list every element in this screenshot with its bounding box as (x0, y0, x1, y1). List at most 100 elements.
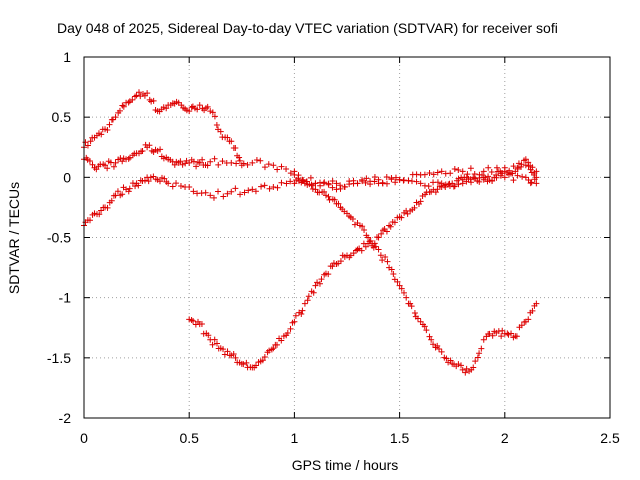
satellite-c-point (177, 183, 184, 190)
satellite-d-point (353, 247, 360, 254)
satellite-e-point (518, 322, 525, 329)
satellite-c-point (228, 188, 235, 195)
satellite-d-point (533, 174, 540, 181)
satellite-d-point (190, 318, 197, 325)
satellite-d-point (442, 183, 449, 190)
satellite-d-point (221, 351, 228, 358)
satellite-d-point (298, 310, 305, 317)
satellite-b-point (333, 186, 340, 193)
satellite-d-point (434, 186, 441, 193)
satellite-b-point (257, 157, 264, 164)
satellite-d-point (485, 173, 492, 180)
satellite-b-point (215, 161, 222, 168)
satellite-d-point (312, 282, 319, 289)
satellite-a-point (207, 108, 214, 115)
satellite-d-point (209, 341, 216, 348)
satellite-c-point (202, 189, 209, 196)
satellite-b-point (480, 168, 487, 175)
satellite-b-point (278, 163, 285, 170)
satellite-a-point (116, 107, 123, 114)
satellite-e-point (411, 310, 418, 317)
satellite-e-point (478, 345, 485, 352)
satellite-e-point (423, 327, 430, 334)
satellite-e-point (436, 345, 443, 352)
satellite-b-point (139, 148, 146, 155)
satellite-d-point (358, 247, 365, 254)
satellite-b-point (451, 165, 458, 172)
satellite-e-point (443, 355, 450, 362)
x-tick-label: 1 (291, 430, 299, 446)
y-tick-label: -2 (59, 410, 72, 426)
satellite-d-point (224, 348, 231, 355)
satellite-c-point (165, 180, 172, 187)
satellite-e-point (375, 246, 382, 253)
satellite-b-point (125, 155, 132, 162)
satellite-d-point (243, 359, 250, 366)
satellite-c-point (533, 180, 540, 187)
satellite-c-point (207, 192, 214, 199)
satellite-a-point (209, 109, 216, 116)
satellite-b-point (233, 160, 240, 167)
satellite-c-point (413, 178, 420, 185)
satellite-e-point (428, 336, 435, 343)
satellite-c-point (258, 183, 265, 190)
satellite-d-point (451, 183, 458, 190)
satellite-d-point (305, 293, 312, 300)
satellite-c-point (215, 188, 222, 195)
satellite-d-point (230, 350, 237, 357)
satellite-b-point (190, 158, 197, 165)
satellite-e-point (476, 350, 483, 357)
satellite-d-point (527, 166, 534, 173)
satellite-c-point (141, 177, 148, 184)
satellite-e-point (359, 223, 366, 230)
satellite-e-point (470, 364, 477, 371)
satellite-d-point (266, 347, 273, 354)
satellite-d-point (220, 346, 227, 353)
satellite-e-point (505, 331, 512, 338)
satellite-c-point (104, 204, 111, 211)
satellite-b-point (464, 171, 471, 178)
satellite-d-point (292, 312, 299, 319)
satellite-b-point (426, 170, 433, 177)
satellite-a-point (204, 103, 211, 110)
satellite-d-point (240, 361, 247, 368)
satellite-d-point (329, 263, 336, 270)
satellite-c-point (266, 185, 273, 192)
satellite-b-point (447, 170, 454, 177)
satellite-a-point (120, 103, 127, 110)
satellite-b-point (171, 161, 178, 168)
satellite-e-point (398, 285, 405, 292)
satellite-c-point (455, 181, 462, 188)
satellite-d-point (299, 307, 306, 314)
satellite-e-point (295, 175, 302, 182)
satellite-c-point (341, 183, 348, 190)
satellite-a-point (236, 154, 243, 161)
satellite-c-point (245, 187, 252, 194)
x-tick-label: 0 (80, 430, 88, 446)
satellite-d-point (398, 214, 405, 221)
satellite-c-point (383, 180, 390, 187)
grid-lines (84, 57, 610, 418)
satellite-c-point (291, 180, 298, 187)
satellite-c-point (519, 173, 526, 180)
satellite-c-point (108, 197, 115, 204)
satellite-c-point (147, 174, 154, 181)
satellite-e-point (303, 178, 310, 185)
satellite-a-point (228, 138, 235, 145)
satellite-d-point (525, 159, 532, 166)
satellite-c-point (400, 177, 407, 184)
x-tick-label: 1.5 (390, 430, 410, 446)
satellite-d-point (445, 181, 452, 188)
satellite-e-point (472, 358, 479, 365)
satellite-a-point (194, 106, 201, 113)
satellite-e-point (365, 234, 372, 241)
satellite-a-point (196, 102, 203, 109)
satellite-c-point (220, 193, 227, 200)
satellite-a-point (87, 138, 94, 145)
satellite-c-point (525, 177, 532, 184)
satellite-e-point (394, 278, 401, 285)
satellite-e-point (377, 252, 384, 259)
satellite-b-point (177, 158, 184, 165)
satellite-b-point (421, 171, 428, 178)
satellite-b-point (199, 156, 206, 163)
